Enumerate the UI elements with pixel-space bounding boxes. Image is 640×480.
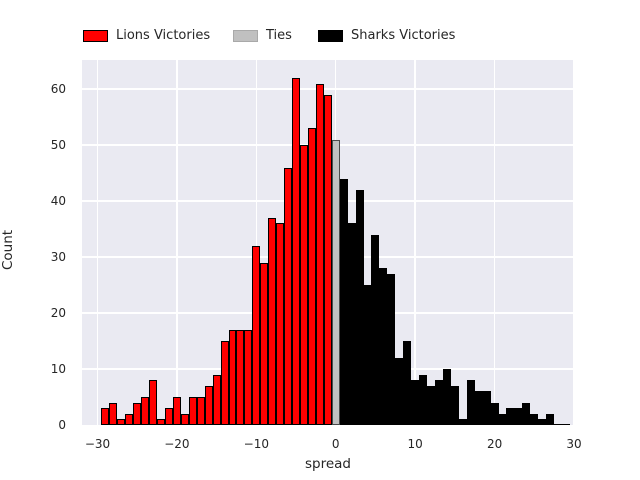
histogram-bar (546, 413, 555, 425)
histogram-bar (180, 413, 189, 425)
x-tick-label: −10 (243, 437, 269, 451)
histogram-bar (204, 385, 213, 425)
histogram-bar (498, 413, 507, 425)
histogram-bar (347, 223, 356, 425)
lions-legend-label: Lions Victories (116, 28, 211, 43)
histogram-bar (530, 413, 539, 425)
y-axis-label: Count (0, 229, 16, 271)
histogram-bar (164, 408, 173, 425)
histogram-bar (387, 273, 396, 425)
histogram-bar (331, 139, 340, 425)
histogram-bar (482, 391, 491, 425)
histogram-bar (188, 397, 197, 425)
y-tick-label: 10 (50, 362, 66, 377)
histogram-bar (490, 402, 499, 425)
histogram-bar (125, 413, 134, 425)
histogram-bar (419, 374, 428, 425)
histogram-bar (196, 397, 205, 425)
y-tick-label: 20 (50, 306, 66, 321)
histogram-bar (427, 385, 435, 425)
y-gridline (82, 88, 574, 90)
histogram-bar (450, 385, 459, 425)
histogram-bar (212, 374, 221, 425)
histogram-bar (339, 178, 348, 425)
histogram-bar (355, 189, 364, 425)
x-tick-label: 20 (486, 437, 503, 451)
histogram-bar (149, 380, 158, 425)
x-gridline (414, 60, 416, 425)
histogram-bar (252, 245, 261, 425)
histogram-bar (109, 402, 118, 425)
histogram-bar (442, 369, 451, 425)
histogram-bar (101, 408, 110, 425)
histogram-bar (236, 329, 245, 425)
histogram-bar (435, 380, 443, 425)
histogram-bar (220, 341, 229, 425)
histogram-bar (514, 408, 523, 425)
histogram-bar (276, 223, 285, 425)
histogram-bar (522, 402, 531, 425)
x-tick-label: −30 (84, 437, 111, 451)
histogram-bar (315, 83, 324, 425)
x-tick-label: 0 (331, 437, 340, 451)
y-tick-label: 60 (50, 82, 66, 97)
x-gridline (96, 60, 99, 425)
x-tick-label: 30 (566, 437, 582, 451)
histogram-bar (458, 419, 467, 425)
histogram-bar (474, 391, 483, 425)
histogram-bar (307, 128, 316, 425)
ties-legend-label: Ties (266, 28, 292, 43)
histogram-bar (538, 419, 547, 425)
y-tick-label: 0 (58, 418, 66, 432)
histogram-bar (395, 357, 404, 425)
histogram-bar (260, 262, 269, 425)
histogram-bar (562, 423, 571, 425)
histogram-bar (268, 217, 277, 425)
legend-item-lions: Lions Victories (83, 29, 210, 43)
ties-legend-swatch (233, 29, 258, 43)
x-gridline (255, 60, 257, 425)
lions-legend-swatch (83, 29, 108, 43)
histogram-bar (506, 408, 515, 425)
histogram-bar (141, 397, 150, 425)
histogram-bar (466, 380, 475, 425)
histogram-bar (411, 380, 420, 425)
histogram-bar (554, 423, 563, 425)
histogram-bar (323, 94, 332, 425)
histogram-bar (371, 234, 380, 425)
y-tick-label: 40 (50, 194, 66, 209)
sharks-legend-swatch (318, 29, 343, 43)
x-tick-label: 10 (407, 437, 423, 451)
histogram-bar (172, 397, 181, 425)
x-tick-label: −20 (164, 437, 190, 451)
histogram-bar (133, 402, 142, 425)
histogram-bar (157, 419, 165, 425)
x-gridline (573, 60, 575, 425)
histogram-bar (292, 77, 300, 425)
histogram-bar (284, 167, 293, 425)
plot-area (82, 60, 575, 425)
x-gridline (176, 60, 178, 425)
histogram-bar (403, 341, 412, 425)
y-tick-label: 50 (50, 138, 66, 153)
histogram-bar (363, 285, 372, 425)
histogram-bar (379, 268, 388, 425)
histogram-bar (244, 329, 253, 425)
histogram-bar (228, 329, 237, 425)
y-tick-label: 30 (50, 250, 66, 265)
legend-item-sharks: Sharks Victories (318, 29, 455, 43)
x-axis-label: spread (304, 456, 351, 472)
sharks-legend-label: Sharks Victories (351, 28, 456, 43)
legend-item-ties: Ties (233, 29, 292, 43)
histogram-bar (117, 419, 126, 425)
x-gridline (493, 60, 496, 425)
histogram-bar (300, 145, 308, 425)
